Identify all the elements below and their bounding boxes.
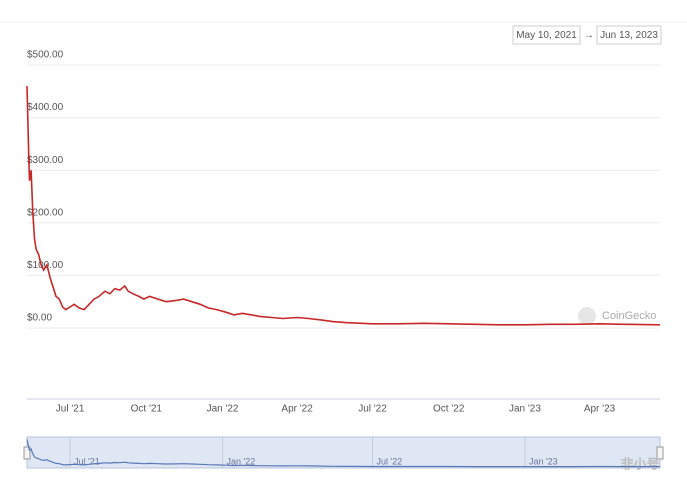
navigator[interactable] [26, 436, 661, 469]
date-from[interactable]: May 10, 2021 [516, 30, 577, 41]
source-watermark: 非小号 [620, 456, 659, 471]
date-from-box[interactable] [512, 25, 581, 45]
y-tick-label: $0.00 [27, 313, 52, 324]
navigator-label: Jan '23 [529, 456, 558, 466]
navigator-label: Jul '22 [376, 456, 402, 466]
x-tick-label: Jul '21 [56, 404, 85, 415]
x-tick-label: Jul '22 [358, 404, 387, 415]
navigator-handle[interactable] [23, 446, 31, 460]
x-tick-label: Oct '22 [433, 404, 465, 415]
x-tick-label: Jan '23 [509, 404, 541, 415]
x-tick-label: Oct '21 [131, 404, 163, 415]
navigator-handle[interactable] [656, 446, 664, 460]
y-tick-label: $100.00 [27, 260, 64, 271]
navigator-line [26, 439, 660, 468]
date-separator: → [584, 30, 594, 41]
date-to[interactable]: Jun 13, 2023 [600, 30, 658, 41]
x-tick-label: Jan '22 [207, 404, 239, 415]
navigator-label: Jan '22 [227, 456, 256, 466]
y-tick-label: $200.00 [27, 207, 64, 218]
watermark-logo [578, 307, 596, 325]
price-line [26, 85, 661, 326]
navigator-label: Jul '21 [74, 456, 100, 466]
date-to-box[interactable] [596, 25, 662, 45]
y-tick-label: $300.00 [27, 155, 64, 166]
watermark: CoinGecko [602, 310, 656, 322]
y-tick-label: $400.00 [27, 102, 64, 113]
x-tick-label: Apr '22 [281, 404, 313, 415]
x-tick-label: Apr '23 [584, 404, 616, 415]
y-tick-label: $500.00 [27, 50, 64, 61]
